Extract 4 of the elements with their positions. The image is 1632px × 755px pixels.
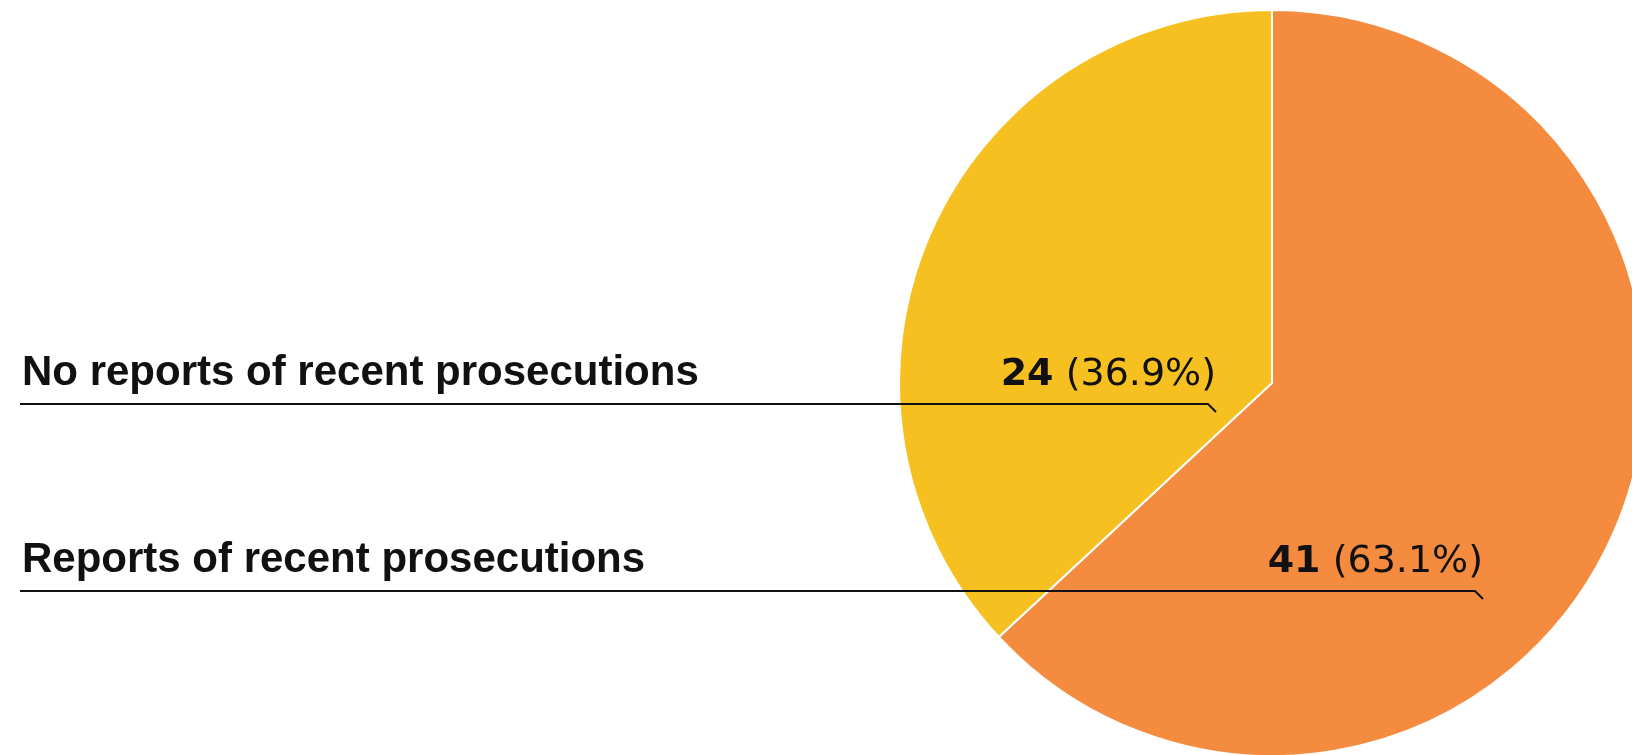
data-label: 41 (63.1%) [1267,537,1483,581]
slice-label: No reports of recent prosecutions [22,347,699,394]
data-label: 24 (36.9%) [1000,350,1216,394]
slice-label: Reports of recent prosecutions [22,534,646,581]
